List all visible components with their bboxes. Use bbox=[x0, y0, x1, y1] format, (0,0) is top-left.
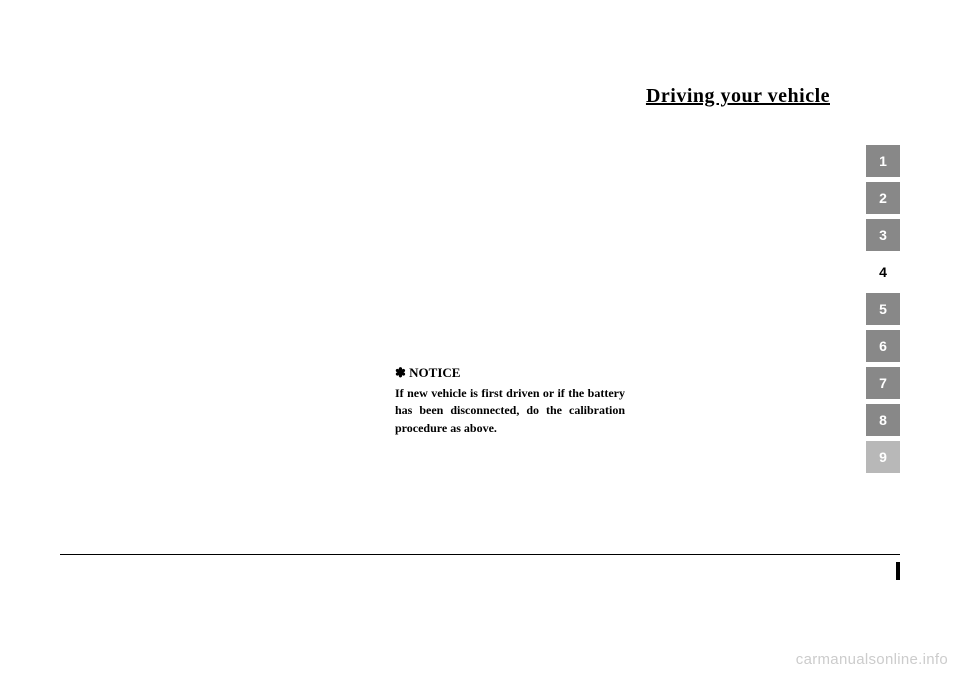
tab-9[interactable]: 9 bbox=[866, 441, 900, 473]
footer-divider bbox=[60, 554, 900, 555]
tab-6[interactable]: 6 bbox=[866, 330, 900, 362]
tab-8[interactable]: 8 bbox=[866, 404, 900, 436]
tab-7[interactable]: 7 bbox=[866, 367, 900, 399]
notice-body: If new vehicle is first driven or if the… bbox=[395, 385, 625, 437]
tab-1[interactable]: 1 bbox=[866, 145, 900, 177]
tab-label: 1 bbox=[879, 153, 887, 169]
tab-label: 3 bbox=[879, 227, 887, 243]
footer-page-mark bbox=[896, 562, 900, 580]
manual-page: Driving your vehicle 1 2 3 4 5 6 7 8 9 ✽… bbox=[60, 50, 900, 610]
page-title: Driving your vehicle bbox=[646, 85, 830, 108]
tab-label: 6 bbox=[879, 338, 887, 354]
tab-label: 8 bbox=[879, 412, 887, 428]
tab-label: 5 bbox=[879, 301, 887, 317]
watermark-text: carmanualsonline.info bbox=[796, 651, 948, 668]
tab-3[interactable]: 3 bbox=[866, 219, 900, 251]
tab-label: 4 bbox=[879, 264, 887, 280]
tab-5[interactable]: 5 bbox=[866, 293, 900, 325]
chapter-tabs: 1 2 3 4 5 6 7 8 9 bbox=[866, 145, 900, 473]
notice-block: ✽ NOTICE If new vehicle is first driven … bbox=[395, 365, 625, 437]
notice-heading: ✽ NOTICE bbox=[395, 365, 625, 381]
tab-2[interactable]: 2 bbox=[866, 182, 900, 214]
tab-label: 9 bbox=[879, 449, 887, 465]
tab-label: 7 bbox=[879, 375, 887, 391]
tab-4-active[interactable]: 4 bbox=[866, 256, 900, 288]
tab-label: 2 bbox=[879, 190, 887, 206]
